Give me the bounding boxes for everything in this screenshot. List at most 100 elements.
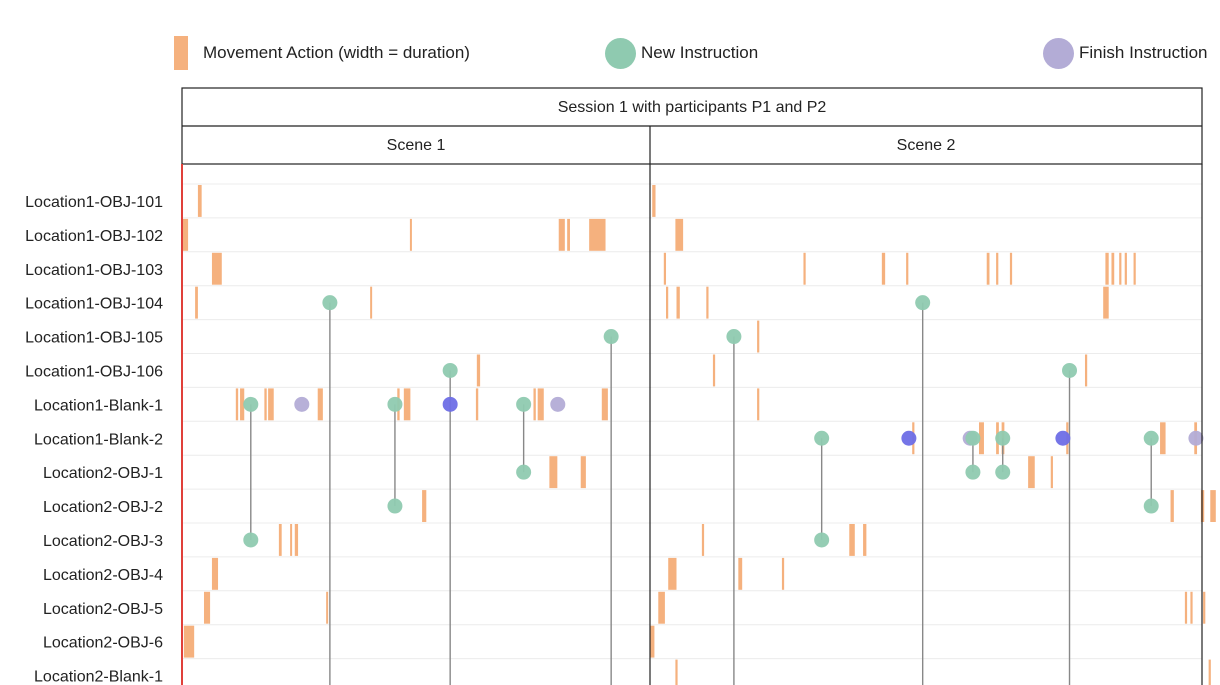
new-instruction-swatch-icon xyxy=(605,37,636,69)
movement-bar xyxy=(203,591,211,624)
new-instruction-dot xyxy=(1143,430,1159,446)
movement-bar xyxy=(403,388,411,421)
movement-bar xyxy=(906,252,909,285)
movement-bar xyxy=(1050,456,1053,489)
movement-bar xyxy=(294,524,299,556)
movement-bar xyxy=(1133,252,1136,285)
movement-bar xyxy=(996,252,999,285)
movement-bar xyxy=(881,252,886,285)
row-label: Location2-OBJ-5 xyxy=(43,601,163,618)
row-label: Location2-OBJ-6 xyxy=(43,635,163,652)
row-label: Location2-OBJ-3 xyxy=(43,533,163,550)
new-instruction-dot xyxy=(965,430,981,446)
movement-bar xyxy=(567,218,570,251)
movement-bar xyxy=(1105,252,1109,285)
movement-bar xyxy=(549,456,558,489)
new-instruction-dot xyxy=(243,396,259,412)
row-label: Location1-OBJ-104 xyxy=(25,296,163,313)
new-instruction-dot xyxy=(814,532,830,548)
new-instruction-dot xyxy=(322,295,338,311)
row-label: Location2-Blank-1 xyxy=(34,669,163,685)
movement-bar xyxy=(589,218,606,251)
legend-movement-label: Movement Action (width = duration) xyxy=(203,43,470,62)
row-label: Location1-OBJ-102 xyxy=(25,228,163,245)
new-instruction-dot xyxy=(516,396,532,412)
finish-instruction-swatch-icon xyxy=(1043,37,1074,69)
new-instruction-dot xyxy=(516,464,532,480)
movement-bar xyxy=(601,388,608,421)
movement-bar xyxy=(757,388,760,421)
movement-bar xyxy=(666,286,669,319)
movement-bar xyxy=(1208,659,1211,685)
movement-bar xyxy=(1103,286,1109,319)
movement-bar xyxy=(326,591,329,624)
movement-bar xyxy=(182,218,189,251)
legend-new-label: New Instruction xyxy=(641,43,759,62)
movement-bar xyxy=(1170,490,1174,522)
row-label: Location1-Blank-1 xyxy=(34,397,163,414)
movement-bar xyxy=(558,218,565,251)
movement-bar xyxy=(290,524,293,556)
movement-bar xyxy=(1190,591,1193,624)
movement-bar xyxy=(240,388,245,421)
row-label: Location1-OBJ-101 xyxy=(25,194,163,211)
movement-bar xyxy=(986,252,990,285)
movement-bar xyxy=(863,524,867,556)
movement-bar xyxy=(211,557,219,590)
movement-bar xyxy=(268,388,274,421)
movement-bar xyxy=(675,659,678,685)
legend-movement: Movement Action (width = duration) xyxy=(174,36,470,70)
row-label: Location1-OBJ-103 xyxy=(25,262,163,279)
movement-bar xyxy=(195,286,198,319)
movement-bar xyxy=(235,388,239,421)
scene-header: Scene 1 xyxy=(387,137,446,154)
new-instruction-dot xyxy=(814,430,830,446)
movement-swatch-icon xyxy=(174,36,188,70)
legend-finish-instruction: Finish Instruction xyxy=(1043,36,1208,70)
row-label: Location1-OBJ-105 xyxy=(25,330,163,347)
legend-new-instruction: New Instruction xyxy=(605,36,758,70)
movement-bar xyxy=(803,252,806,285)
movement-bar xyxy=(1210,490,1216,522)
movement-bar xyxy=(1084,354,1088,387)
movement-bar xyxy=(652,185,656,217)
movement-bar xyxy=(278,524,282,556)
finish-instruction-dot xyxy=(294,396,310,412)
movement-bar xyxy=(533,388,536,421)
movement-bar xyxy=(580,456,586,489)
new-instruction-dot xyxy=(387,396,403,412)
new-instruction-dot xyxy=(995,464,1011,480)
movement-bar xyxy=(978,422,984,455)
new-instruction-dot xyxy=(442,362,458,378)
movement-bar xyxy=(1111,252,1115,285)
new-instruction-dot xyxy=(387,498,403,514)
overlap-instruction-dot xyxy=(442,396,458,412)
overlap-instruction-dot xyxy=(901,430,917,446)
movement-bar xyxy=(197,185,202,217)
finish-instruction-dot xyxy=(550,396,566,412)
movement-bar xyxy=(781,557,785,590)
scene-header: Scene 2 xyxy=(897,137,956,154)
new-instruction-dot xyxy=(243,532,259,548)
movement-bar xyxy=(706,286,709,319)
chart-title: Session 1 with participants P1 and P2 xyxy=(558,99,827,116)
movement-bar xyxy=(712,354,716,387)
new-instruction-dot xyxy=(995,430,1011,446)
row-label: Location2-OBJ-4 xyxy=(43,567,163,584)
row-label: Location1-Blank-2 xyxy=(34,431,163,448)
movement-bar xyxy=(650,625,655,658)
movement-bar xyxy=(658,591,665,624)
new-instruction-dot xyxy=(726,329,742,345)
movement-bar xyxy=(663,252,667,285)
movement-bar xyxy=(1124,252,1127,285)
legend: Movement Action (width = duration) New I… xyxy=(0,0,1220,80)
legend-finish-label: Finish Instruction xyxy=(1079,43,1208,62)
movement-bar xyxy=(849,524,855,556)
movement-bar xyxy=(422,490,427,522)
new-instruction-dot xyxy=(603,329,619,345)
movement-bar xyxy=(317,388,323,421)
movement-bar xyxy=(1119,252,1122,285)
row-label: Location2-OBJ-2 xyxy=(43,499,163,516)
movement-bar xyxy=(211,252,222,285)
